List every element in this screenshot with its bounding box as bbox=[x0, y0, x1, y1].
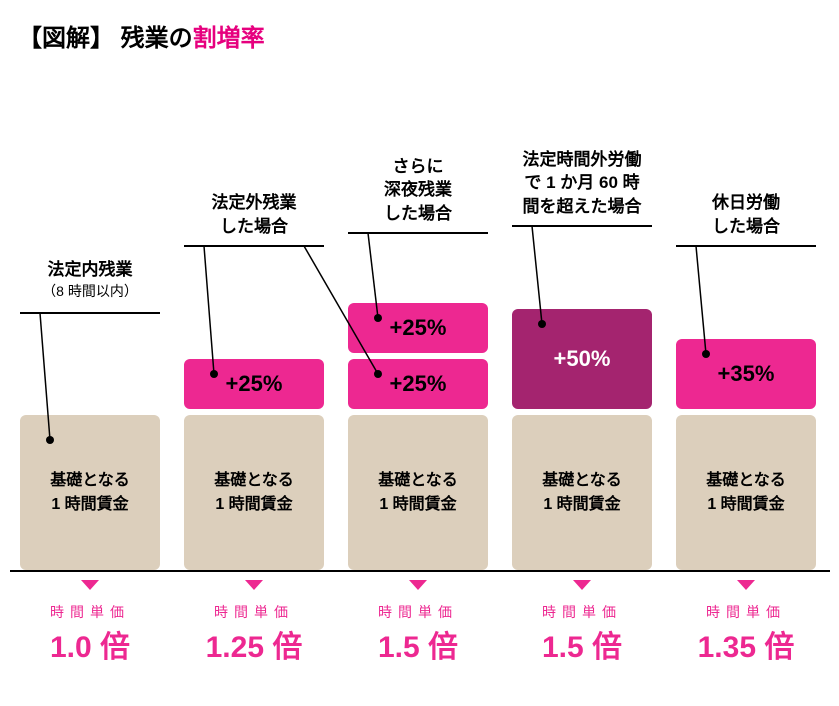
base-wage-box: 基礎となる 1 時間賃金 bbox=[20, 415, 160, 570]
down-arrow-icon bbox=[573, 580, 591, 590]
annotation-rule bbox=[20, 312, 160, 314]
rate-caption: 時間単価 bbox=[348, 602, 488, 622]
down-arrow-icon bbox=[81, 580, 99, 590]
rate-caption: 時間単価 bbox=[20, 602, 160, 622]
annotation-rule bbox=[676, 245, 816, 247]
base-wage-box: 基礎となる 1 時間賃金 bbox=[348, 415, 488, 570]
rate-value: 1.0 倍 bbox=[20, 622, 160, 666]
annotation-label: 法定内残業（8 時間以内） bbox=[20, 258, 160, 301]
title-prefix: 【図解】 残業の bbox=[18, 25, 193, 52]
annotation-rule bbox=[512, 225, 652, 227]
bonus-box: +50% bbox=[512, 309, 652, 409]
rate-value: 1.25 倍 bbox=[184, 622, 324, 666]
rate-caption: 時間単価 bbox=[512, 602, 652, 622]
down-arrow-icon bbox=[245, 580, 263, 590]
title-highlight: 割増率 bbox=[193, 25, 265, 52]
annotation-label: さらに深夜残業した場合 bbox=[348, 155, 488, 226]
rate-value: 1.5 倍 bbox=[348, 622, 488, 666]
down-arrow-icon bbox=[737, 580, 755, 590]
baseline-rule bbox=[10, 570, 830, 572]
bonus-box: +25% bbox=[348, 303, 488, 353]
base-wage-box: 基礎となる 1 時間賃金 bbox=[184, 415, 324, 570]
annotation-rule bbox=[348, 232, 488, 234]
base-wage-box: 基礎となる 1 時間賃金 bbox=[676, 415, 816, 570]
chart-title: 【図解】 残業の割増率 bbox=[18, 18, 265, 53]
annotation-label: 法定時間外労働で 1 か月 60 時間を超えた場合 bbox=[512, 148, 652, 219]
rate-value: 1.35 倍 bbox=[676, 622, 816, 666]
base-wage-box: 基礎となる 1 時間賃金 bbox=[512, 415, 652, 570]
annotation-rule bbox=[184, 245, 324, 247]
bonus-box: +25% bbox=[348, 359, 488, 409]
down-arrow-icon bbox=[409, 580, 427, 590]
rate-caption: 時間単価 bbox=[184, 602, 324, 622]
rate-value: 1.5 倍 bbox=[512, 622, 652, 666]
annotation-label: 法定外残業した場合 bbox=[184, 191, 324, 239]
bonus-box: +35% bbox=[676, 339, 816, 409]
rate-caption: 時間単価 bbox=[676, 602, 816, 622]
bonus-box: +25% bbox=[184, 359, 324, 409]
annotation-label: 休日労働した場合 bbox=[676, 191, 816, 239]
